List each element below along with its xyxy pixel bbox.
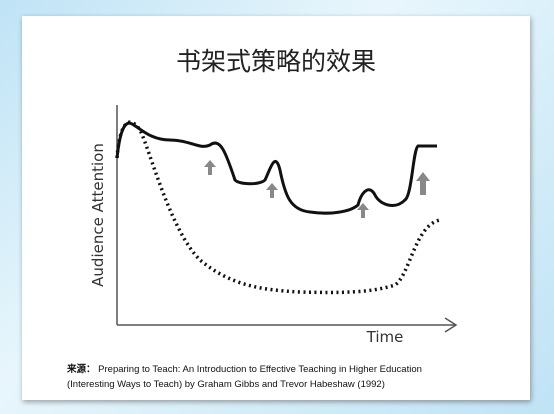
x-axis-label: Time (366, 328, 404, 346)
figure: Audience Attention Time (89, 105, 458, 346)
source-line: Preparing to Teach: An Introduction to E… (98, 364, 422, 375)
source-line: (Interesting Ways to Teach) by Graham Gi… (67, 379, 385, 390)
attention-curve-lecture (115, 120, 441, 295)
source-note: 来源： Preparing to Teach: An Introduction … (67, 362, 422, 392)
y-axis-label: Audience Attention (89, 143, 107, 287)
axis-arrow (444, 317, 458, 333)
break-arrows (204, 160, 430, 218)
slide: 书架式策略的效果 Audience Attention Time 来源： Pre… (22, 16, 530, 400)
source-label: 来源： (67, 364, 96, 375)
attention-curve-with-breaks (115, 121, 437, 215)
slide-title: 书架式策略的效果 (175, 47, 376, 76)
